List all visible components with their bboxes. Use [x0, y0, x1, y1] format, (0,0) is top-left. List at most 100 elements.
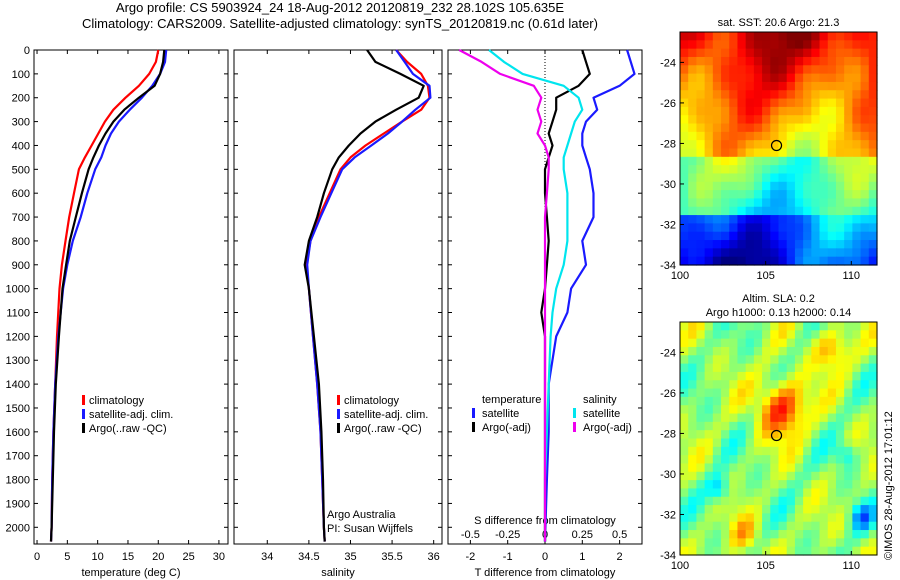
map-cell	[827, 346, 837, 356]
map-cell	[811, 190, 821, 200]
map-cell	[737, 505, 747, 514]
map-cell	[803, 131, 812, 141]
map-cell	[737, 165, 747, 175]
map-cell	[860, 240, 870, 249]
map-cell	[794, 463, 804, 473]
map-cell	[844, 521, 853, 531]
map-cell	[704, 538, 714, 548]
map-cell	[680, 81, 689, 91]
map-cell	[803, 471, 812, 481]
map-cell	[762, 165, 771, 175]
map-cell	[794, 240, 804, 249]
map-cell	[721, 190, 730, 200]
map-cell	[745, 248, 755, 258]
map-cell	[680, 90, 689, 100]
map-cell	[778, 380, 788, 390]
map-cell	[844, 388, 853, 398]
map-cell	[712, 98, 722, 108]
map-cell	[753, 123, 763, 133]
map-cell	[811, 363, 821, 373]
map-cell	[778, 430, 788, 440]
map-cell	[860, 396, 870, 406]
map-cell	[745, 346, 755, 356]
map-cell	[803, 338, 812, 348]
map-cell	[778, 198, 788, 208]
map-cell	[770, 480, 780, 490]
map-cell	[745, 173, 755, 183]
map-cell	[860, 405, 870, 415]
map-cell	[688, 480, 698, 490]
map-cell	[835, 256, 845, 266]
map-cell	[803, 496, 812, 506]
map-cell	[712, 156, 722, 166]
map-cell	[753, 438, 763, 448]
map-cell	[827, 322, 837, 331]
map-cell	[729, 106, 739, 116]
map-cell	[688, 521, 698, 531]
map-cell	[860, 371, 870, 381]
map-cell	[680, 480, 689, 490]
map-cell	[762, 223, 771, 233]
map-cell	[753, 48, 763, 58]
map-cell	[721, 396, 730, 406]
map-cell	[844, 198, 853, 208]
map-cell	[721, 546, 730, 556]
map-cell	[852, 513, 862, 523]
map-cell	[770, 148, 780, 158]
map-cell	[680, 173, 689, 183]
map-cell	[852, 396, 862, 406]
map-cell	[762, 40, 771, 50]
map-cell	[680, 496, 689, 506]
map-cell	[868, 505, 878, 514]
map-cell	[712, 190, 722, 200]
map-cell	[753, 248, 763, 258]
map-cell	[696, 56, 706, 66]
map-cell	[729, 488, 739, 498]
credit-text: ©IMOS 28-Aug-2012 17:01:12	[883, 411, 895, 560]
map-cell	[721, 463, 730, 473]
map-cell	[737, 471, 747, 481]
map-cell	[770, 231, 780, 241]
map-cell	[786, 338, 796, 348]
map-cell	[786, 190, 796, 200]
map-cell	[835, 190, 845, 200]
legend-label: satellite	[482, 408, 519, 420]
map-cell	[786, 521, 796, 531]
map-cell	[852, 165, 862, 175]
map-cell	[819, 505, 829, 514]
map-cell	[688, 40, 698, 50]
s-tick-label: -0.25	[495, 529, 520, 541]
map-cell	[794, 438, 804, 448]
map-cell	[819, 530, 829, 539]
series-line-argo	[303, 49, 425, 542]
map-cell	[868, 98, 878, 108]
map-cell	[688, 505, 698, 514]
map-cell	[729, 40, 739, 50]
map-cell	[852, 338, 862, 348]
map-cell	[680, 56, 689, 66]
map-cell	[680, 231, 689, 241]
map-cell	[852, 81, 862, 91]
map-cell	[770, 496, 780, 506]
map-cell	[803, 190, 812, 200]
map-cell	[729, 98, 739, 108]
map-cell	[835, 430, 845, 440]
map-cell	[819, 338, 829, 348]
legend-group-title: temperature	[482, 394, 541, 406]
map-cell	[819, 405, 829, 415]
map-cell	[729, 131, 739, 141]
map-cell	[778, 131, 788, 141]
map-cell	[803, 81, 812, 91]
map-cell	[704, 496, 714, 506]
map-cell	[827, 256, 837, 266]
y-tick-label: 600	[12, 188, 30, 200]
map-cell	[770, 413, 780, 423]
map-cell	[794, 538, 804, 548]
map-cell	[712, 455, 722, 465]
map-cell	[819, 181, 829, 191]
legend-swatch-argo	[472, 422, 475, 432]
map-cell	[704, 405, 714, 415]
y-tick-label: 1400	[6, 379, 30, 391]
map-cell	[696, 231, 706, 241]
map-cell	[827, 446, 837, 456]
